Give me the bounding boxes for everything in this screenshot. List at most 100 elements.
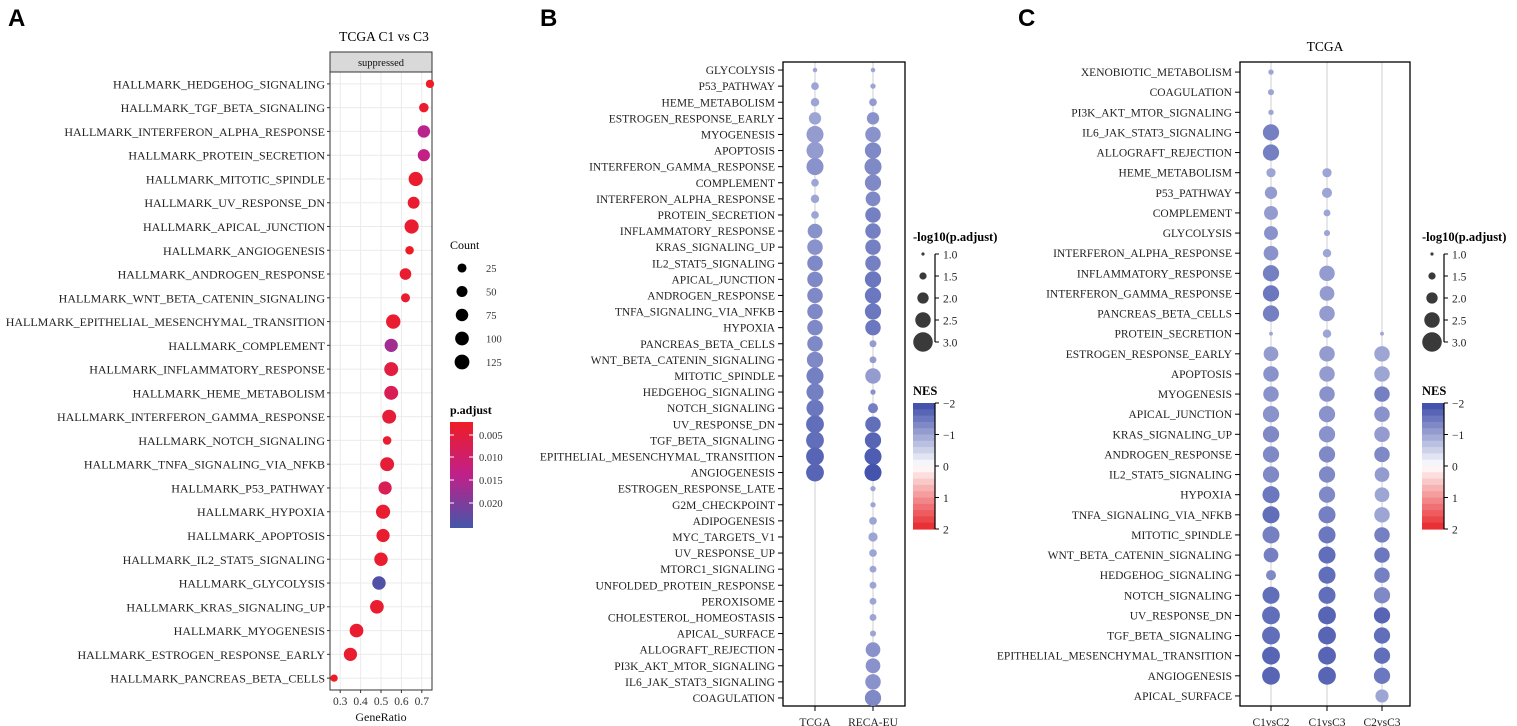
nes-legend-label: 1 <box>943 493 949 505</box>
y-tick-label: MITOTIC_SPINDLE <box>674 371 775 383</box>
dot-hallmark-estrogen-response-early <box>343 647 358 661</box>
y-tick-label: HALLMARK_MYOGENESIS <box>174 624 325 638</box>
y-tick-label: HALLMARK_APICAL_JUNCTION <box>143 220 325 234</box>
bubble-recaeu-il2-stat5-signaling <box>865 255 881 271</box>
panel-letter-c: C <box>1018 5 1035 32</box>
y-tick-label: UV_RESPONSE_DN <box>673 419 776 431</box>
y-tick-label: INTERFERON_GAMMA_RESPONSE <box>589 162 775 174</box>
nes-colorbar-segment <box>913 447 935 454</box>
nes-colorbar-segment <box>1422 472 1444 480</box>
bubble-c1vsc2-mitotic-spindle <box>1262 526 1280 544</box>
nes-colorbar-segment <box>913 522 935 530</box>
bubble-c2vsc3-il2-stat5-signaling <box>1374 467 1390 482</box>
bubble-recaeu-g2m-checkpoint <box>870 502 876 508</box>
bubble-c2vsc3-mitotic-spindle <box>1374 527 1390 543</box>
nes-legend-label: −2 <box>1452 399 1464 411</box>
bubble-tcga-pancreas-beta-cells <box>807 336 823 352</box>
panel-b-nes-legend-title: NES <box>913 384 937 398</box>
y-tick-label: COAGULATION <box>1150 87 1233 99</box>
y-tick-label: CHOLESTEROL_HOMEOSTASIS <box>608 612 775 624</box>
bubble-c2vsc3-hedgehog-signaling <box>1374 567 1390 583</box>
bubble-recaeu-mitotic-spindle <box>865 368 881 384</box>
panel-b: GLYCOLYSIS P53_PATHWAY HEME_METABOLISM ESTR… <box>540 61 997 726</box>
bubble-tcga-inflammatory-response <box>807 223 823 239</box>
x-tick-label: C1vsC3 <box>1308 717 1345 726</box>
y-tick-label: GLYCOLYSIS <box>706 65 775 77</box>
bubble-c1vsc2-myogenesis <box>1263 386 1279 402</box>
dot-hallmark-interferon-alpha-response <box>417 125 431 138</box>
size-legend-label: 1.5 <box>1452 272 1467 284</box>
size-legend-label: 2.5 <box>943 316 958 328</box>
bubble-recaeu-pi3k-akt-mtor-signaling <box>865 658 881 674</box>
nes-legend-label: −1 <box>1452 430 1464 442</box>
y-tick-label: APICAL_SURFACE <box>1134 691 1232 703</box>
x-tick-label: 0.3 <box>333 696 348 708</box>
y-tick-label: GLYCOLYSIS <box>1163 228 1232 240</box>
bubble-c1vsc2-kras-signaling-up <box>1262 426 1280 443</box>
bubble-recaeu-complement <box>864 174 882 191</box>
count-legend-label: 100 <box>486 335 502 346</box>
y-tick-label: PANCREAS_BETA_CELLS <box>1097 309 1232 321</box>
bubble-c1vsc3-glycolysis <box>1323 230 1331 237</box>
y-tick-label: UNFOLDED_PROTEIN_RESPONSE <box>595 580 775 592</box>
dot-hallmark-protein-secretion <box>417 149 430 162</box>
y-tick-label: PI3K_AKT_MTOR_SIGNALING <box>614 661 775 673</box>
y-tick-label: ESTROGEN_RESPONSE_EARLY <box>609 113 776 125</box>
y-tick-label: HEDGEHOG_SIGNALING <box>1100 570 1232 582</box>
padjust-legend-label: 0.010 <box>479 453 503 464</box>
bubble-recaeu-p53-pathway <box>870 83 876 89</box>
y-tick-label: HALLMARK_APOPTOSIS <box>187 529 325 543</box>
panel-letter-b: B <box>540 5 557 32</box>
bubble-recaeu-tnfa-signaling-via-nfkb <box>864 303 882 320</box>
y-tick-label: INTERFERON_ALPHA_RESPONSE <box>1053 248 1232 260</box>
y-tick-label: ADIPOGENESIS <box>693 516 775 528</box>
bubble-c1vsc2-angiogenesis <box>1262 666 1280 685</box>
y-tick-label: TGF_BETA_SIGNALING <box>1107 631 1232 643</box>
y-tick-label: HALLMARK_ANDROGEN_RESPONSE <box>118 268 325 282</box>
count-legend-dot <box>456 286 468 297</box>
bubble-c1vsc2-il6-jak-stat3-signaling <box>1262 124 1280 141</box>
bubble-recaeu-myc-targets-v1 <box>868 532 878 542</box>
dot-hallmark-mitotic-spindle <box>408 171 423 187</box>
bubble-recaeu-androgen-response <box>864 287 882 304</box>
bubble-c1vsc2-wnt-beta-catenin-signaling <box>1263 547 1279 563</box>
panel-b-size-legend-title: -log10(p.adjust) <box>913 230 997 244</box>
bubble-c1vsc2-il2-stat5-signaling <box>1262 466 1280 483</box>
bubble-c2vsc3-tnfa-signaling-via-nfkb <box>1374 507 1390 523</box>
dot-hallmark-angiogenesis <box>405 245 414 255</box>
count-legend-label: 50 <box>486 288 497 299</box>
dot-hallmark-tnfa-signaling-via-nfkb <box>380 457 395 472</box>
bubble-recaeu-uv-response-up <box>869 549 877 557</box>
y-tick-label: IL2_STAT5_SIGNALING <box>652 258 775 270</box>
panel-c-title: TCGA <box>1307 39 1344 54</box>
bubble-c1vsc2-estrogen-response-early <box>1263 346 1279 362</box>
bubble-recaeu-angiogenesis <box>864 464 882 482</box>
y-tick-label: WNT_BETA_CATENIN_SIGNALING <box>591 355 775 367</box>
y-tick-label: HYPOXIA <box>723 323 775 335</box>
panel-letter-a: A <box>8 5 25 32</box>
y-tick-label: NOTCH_SIGNALING <box>667 403 775 415</box>
bubble-c1vsc3-tgf-beta-signaling <box>1318 626 1336 645</box>
count-legend-dot <box>455 331 469 346</box>
bubble-recaeu-adipogenesis <box>869 517 877 525</box>
nes-colorbar-segment <box>913 472 935 480</box>
bubble-recaeu-uv-response-dn <box>865 416 881 432</box>
bubble-c1vsc2-androgen-response <box>1262 446 1280 463</box>
bubble-recaeu-interferon-alpha-response <box>865 191 881 207</box>
bubble-c2vsc3-epithelial-mesenchymal-transition <box>1373 647 1391 664</box>
bubble-c1vsc2-glycolysis <box>1264 226 1278 241</box>
y-tick-label: PROTEIN_SECRETION <box>657 210 775 222</box>
bubble-c1vsc3-epithelial-mesenchymal-transition <box>1318 646 1336 665</box>
y-tick-label: HALLMARK_PANCREAS_BETA_CELLS <box>110 672 325 686</box>
dot-hallmark-inflammatory-response <box>384 362 399 377</box>
bubble-recaeu-estrogen-response-early <box>866 112 880 125</box>
size-legend-dot <box>915 312 931 328</box>
bubble-c1vsc3-uv-response-dn <box>1318 606 1336 625</box>
nes-legend-label: 0 <box>943 462 949 474</box>
bubble-c2vsc3-wnt-beta-catenin-signaling <box>1374 547 1390 563</box>
bubble-recaeu-hypoxia <box>865 319 881 336</box>
size-legend-label: 3.0 <box>1452 338 1467 350</box>
x-tick-label: 0.5 <box>374 696 389 708</box>
y-tick-label: MYC_TARGETS_V1 <box>672 532 775 544</box>
y-tick-label: HALLMARK_HYPOXIA <box>197 505 325 519</box>
